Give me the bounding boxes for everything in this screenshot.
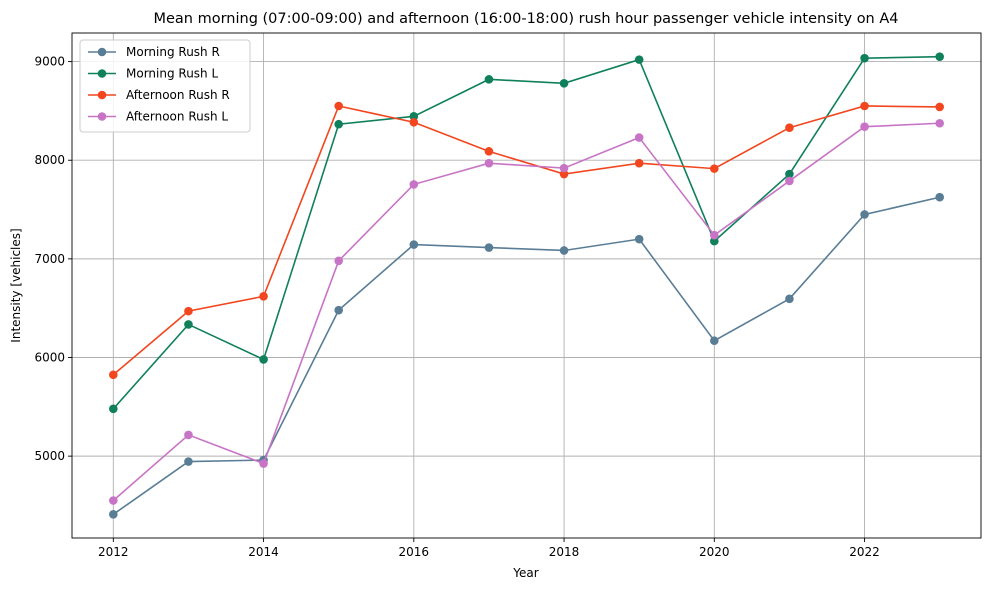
data-point	[334, 256, 343, 266]
data-point	[710, 164, 719, 173]
data-point	[785, 123, 794, 132]
data-point	[409, 112, 419, 121]
data-point	[710, 230, 719, 240]
tick-layer: 2012 2014 2016 2018 2020 2022 5000 6000 7000 8000…	[34, 55, 879, 559]
x-tick-label: 2022	[849, 545, 880, 559]
data-point	[785, 294, 794, 304]
y-tick-label: 6000	[34, 351, 65, 365]
data-point	[409, 180, 419, 189]
data-point	[484, 75, 494, 84]
legend-marker	[97, 69, 107, 78]
data-point	[935, 52, 944, 61]
series-line	[112, 122, 940, 502]
x-tick-label: 2016	[399, 545, 430, 559]
data-point	[109, 404, 118, 414]
data-point	[860, 101, 869, 111]
y-tick-label: 8000	[34, 153, 65, 167]
data-point	[559, 246, 569, 255]
legend-marker	[97, 47, 107, 57]
x-tick-label: 2014	[248, 545, 279, 559]
data-point	[334, 101, 343, 111]
data-point	[634, 133, 644, 142]
legend-label: Morning Rush R	[126, 45, 220, 59]
y-tick-label: 7000	[34, 252, 65, 266]
series-afternoon-rush-r	[109, 101, 944, 380]
y-axis-label: Intensity [vehicles]	[9, 228, 23, 342]
data-point	[259, 292, 268, 301]
legend-item: Morning Rush L	[88, 67, 218, 81]
series-afternoon-rush-l	[109, 118, 944, 505]
x-axis-label: Year	[512, 566, 538, 580]
legend-label: Morning Rush L	[126, 67, 218, 81]
data-point	[860, 122, 869, 132]
legend: Morning Rush R Morning Rush L Afternoon Ru…	[79, 39, 251, 133]
data-point	[935, 118, 944, 128]
data-point	[935, 102, 944, 112]
plot-frame	[71, 32, 982, 539]
data-point	[334, 305, 343, 315]
data-point	[860, 210, 869, 219]
data-point	[109, 496, 118, 505]
data-point	[259, 355, 268, 364]
series-morning-rush-l	[109, 52, 944, 414]
data-point	[634, 234, 644, 244]
data-point	[860, 53, 869, 63]
data-point	[634, 55, 644, 64]
data-point	[409, 240, 419, 249]
data-point	[634, 158, 644, 168]
data-point	[184, 306, 193, 316]
legend-item: Afternoon Rush R	[88, 88, 230, 102]
series-line	[112, 196, 940, 515]
data-point	[559, 79, 569, 88]
x-tick-label: 2020	[699, 545, 730, 559]
x-tick-label: 2012	[98, 545, 129, 559]
data-point	[785, 169, 794, 179]
legend-item: Afternoon Rush L	[88, 110, 228, 124]
data-point	[259, 459, 268, 468]
data-point	[710, 236, 719, 246]
data-point	[559, 163, 569, 173]
data-point	[484, 158, 494, 168]
chart-title: Mean morning (07:00-09:00) and afternoon…	[153, 11, 898, 27]
data-point	[409, 117, 419, 127]
data-point	[710, 336, 719, 346]
series-line	[112, 105, 940, 376]
legend-label: Afternoon Rush R	[126, 88, 230, 102]
x-tick-label: 2018	[549, 545, 580, 559]
data-point	[184, 457, 193, 466]
series-line	[112, 55, 940, 410]
legend-marker	[97, 112, 107, 121]
legend-label: Afternoon Rush L	[126, 110, 228, 124]
data-point	[484, 147, 494, 156]
data-point	[785, 176, 794, 186]
legend-box	[79, 39, 251, 133]
series-layer	[109, 52, 944, 519]
data-point	[184, 430, 193, 440]
data-point	[334, 119, 343, 129]
data-point	[109, 510, 118, 519]
y-tick-label: 5000	[34, 449, 65, 463]
data-point	[559, 169, 569, 179]
series-morning-rush-r	[109, 192, 944, 519]
data-point	[484, 243, 494, 252]
legend-item: Morning Rush R	[88, 45, 220, 59]
legend-marker	[97, 90, 107, 100]
data-point	[184, 320, 193, 329]
data-point	[109, 370, 118, 380]
data-point	[935, 192, 944, 202]
y-tick-label: 9000	[34, 55, 65, 69]
